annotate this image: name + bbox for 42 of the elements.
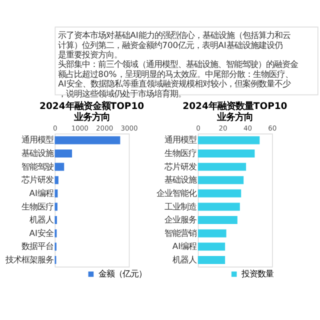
bar: [198, 136, 260, 144]
bar: [54, 136, 120, 144]
bar: [54, 189, 58, 198]
text: 头部集中：前三个领域（通用模型、基础设施、智能驾驶）的融资金额占比超过80%，呈现明显的马太效应。中尾部分散：生物医疗、AI安全、数据隐私等垂直领域融资规模相对较小，但案例数量不少，说明这些领域仍处于市场培育期。: [58, 59, 298, 98]
y-tick-label: 数据平台: [21, 241, 54, 252]
y-tick-label: 企业智能化: [156, 188, 197, 198]
y-tick-label: 生物医疗: [21, 201, 54, 212]
y-tick-label: 基础设施: [21, 148, 54, 158]
chart-title: 2024年融资金额TOP10 业务方向: [40, 101, 144, 124]
bar: [198, 176, 244, 184]
y-tick-label: AI安全: [29, 228, 54, 238]
y-tick-label: 智能驾驶: [21, 161, 54, 172]
bar: [54, 150, 72, 158]
bar: [198, 256, 226, 264]
y-tick-label: AI编程: [29, 188, 54, 198]
y-tick-label: 工业制造: [164, 201, 197, 212]
y-tick-label: 通用模型: [21, 134, 54, 145]
bar: [198, 242, 226, 251]
bar: [198, 202, 240, 211]
bar: [54, 202, 58, 211]
y-tick-label: 通用模型: [164, 134, 197, 145]
bar: [198, 189, 242, 198]
legend-label: 金额（亿元）: [98, 268, 147, 279]
y-tick-label: 芯片研发: [20, 174, 54, 185]
y-tick-label: AI编程: [172, 241, 197, 252]
y-tick-label: 机器人: [29, 214, 54, 225]
chart-title: 2024年融资数量TOP10 业务方向: [182, 101, 288, 124]
bar: [198, 216, 238, 224]
y-tick-label: 生物医疗: [164, 148, 197, 158]
bar: [198, 150, 255, 158]
y-tick-label: 技术框架服务: [4, 254, 54, 264]
bar: [54, 162, 64, 171]
bar: [54, 176, 58, 184]
bar: [198, 229, 226, 238]
y-tick-label: 芯片研发: [164, 161, 197, 172]
bar: [198, 162, 246, 171]
legend-label: 投资数量: [240, 268, 274, 279]
y-tick-label: 机器人: [172, 254, 197, 264]
y-tick-label: 企业服务: [164, 214, 197, 225]
text: 示了资本市场对基础AI能力的强烈信心，基础设施（包括算力和云计算）位列第二，融资金额约700亿元，表明AI基础设施建设仍是重要投资方向。: [58, 30, 290, 60]
y-tick-label: 智能营销: [164, 228, 197, 238]
y-tick-label: 基础设施: [164, 174, 197, 185]
